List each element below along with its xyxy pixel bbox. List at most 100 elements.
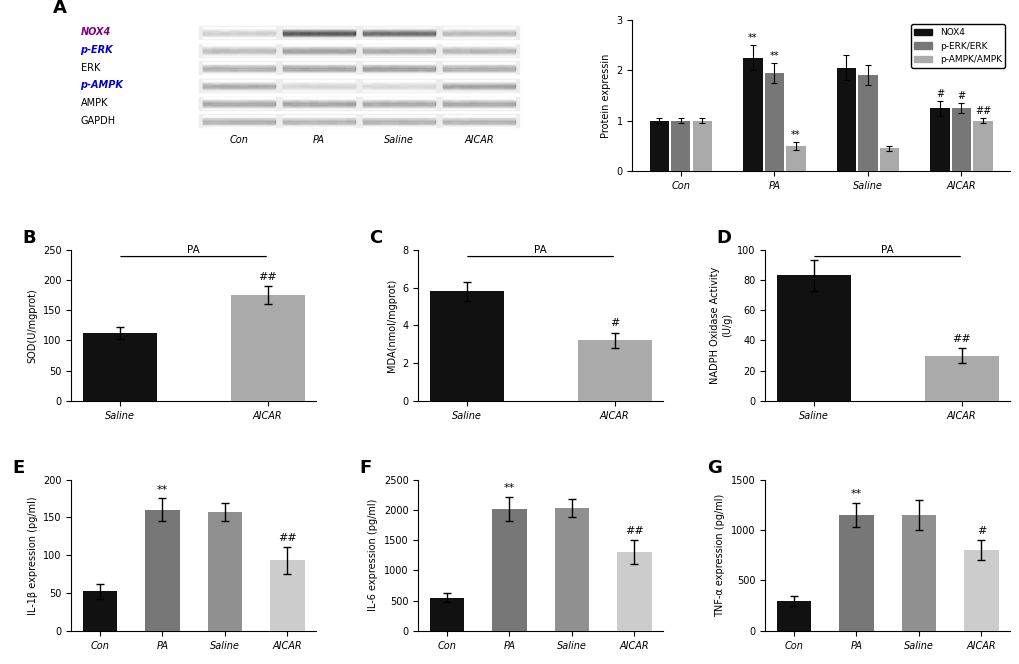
Bar (381, 49, 389, 51)
Bar (319, 65, 327, 67)
Bar (257, 47, 265, 49)
Bar (426, 102, 434, 104)
Y-axis label: TNF-α expression (pg/ml): TNF-α expression (pg/ml) (714, 493, 725, 617)
Bar (972, 121, 991, 171)
Bar (257, 65, 265, 67)
Bar (363, 83, 371, 84)
Bar (496, 102, 504, 104)
Bar (496, 65, 504, 67)
Bar (488, 51, 495, 53)
Bar (283, 49, 291, 51)
Bar (239, 102, 248, 104)
Bar (505, 34, 514, 35)
Bar (442, 67, 450, 68)
Bar (390, 100, 397, 102)
Bar (951, 108, 970, 171)
Bar (372, 100, 380, 102)
Bar (291, 30, 300, 31)
Bar (212, 122, 220, 124)
Bar (470, 83, 478, 84)
Bar (398, 30, 407, 31)
Bar (408, 67, 416, 68)
Bar (426, 51, 434, 53)
Bar (496, 51, 504, 53)
Bar (398, 86, 407, 88)
Bar (372, 83, 380, 84)
Bar (203, 100, 211, 102)
Bar (470, 65, 478, 67)
Bar (301, 49, 309, 51)
Bar (488, 100, 495, 102)
Bar (221, 83, 229, 84)
Bar (310, 67, 318, 68)
Bar (328, 83, 336, 84)
Bar (671, 121, 690, 171)
Bar (239, 65, 248, 67)
Bar (212, 49, 220, 51)
Bar (301, 122, 309, 124)
Bar (479, 100, 487, 102)
Text: Con: Con (229, 135, 249, 145)
Bar (398, 84, 407, 86)
Bar (301, 102, 309, 104)
Bar (372, 86, 380, 88)
Bar (145, 510, 179, 631)
Bar (230, 69, 238, 70)
Bar (390, 83, 397, 84)
Bar (230, 100, 238, 102)
Bar (901, 515, 935, 631)
Bar (328, 122, 336, 124)
Text: NOX4: NOX4 (81, 27, 111, 37)
Bar (203, 120, 211, 122)
Y-axis label: IL-6 expression (pg/ml): IL-6 expression (pg/ml) (368, 499, 378, 612)
Bar (426, 104, 434, 106)
Text: D: D (716, 228, 731, 247)
Bar (230, 102, 238, 104)
Bar (283, 84, 291, 86)
Bar (398, 118, 407, 120)
Bar (442, 34, 450, 35)
Bar (212, 34, 220, 35)
Bar (398, 67, 407, 68)
Bar (408, 118, 416, 120)
Bar (390, 65, 397, 67)
Bar (203, 51, 211, 53)
Bar (319, 86, 327, 88)
Bar (337, 49, 345, 51)
Bar (488, 102, 495, 104)
Bar (451, 65, 460, 67)
Bar (488, 104, 495, 106)
Bar (301, 84, 309, 86)
Bar (505, 47, 514, 49)
Bar (417, 83, 425, 84)
Bar (230, 104, 238, 106)
Bar (470, 102, 478, 104)
Bar (381, 47, 389, 49)
Bar (221, 84, 229, 86)
Bar (496, 86, 504, 88)
Bar (426, 32, 434, 33)
Y-axis label: SOD(U/mgprot): SOD(U/mgprot) (28, 288, 38, 363)
Bar (203, 34, 211, 35)
Bar (451, 86, 460, 88)
Bar (442, 86, 450, 88)
Bar (319, 120, 327, 122)
Bar (398, 49, 407, 51)
Bar (451, 30, 460, 31)
Bar (291, 47, 300, 49)
Bar (283, 65, 291, 67)
Bar (199, 26, 519, 39)
Bar (301, 86, 309, 88)
Bar (257, 32, 265, 33)
Bar (470, 84, 478, 86)
Bar (257, 67, 265, 68)
Bar (283, 34, 291, 35)
Bar (426, 47, 434, 49)
Bar (461, 69, 469, 70)
Bar (283, 69, 291, 70)
Bar (248, 122, 256, 124)
Bar (390, 102, 397, 104)
Bar (442, 65, 450, 67)
Bar (496, 67, 504, 68)
Bar (337, 104, 345, 106)
